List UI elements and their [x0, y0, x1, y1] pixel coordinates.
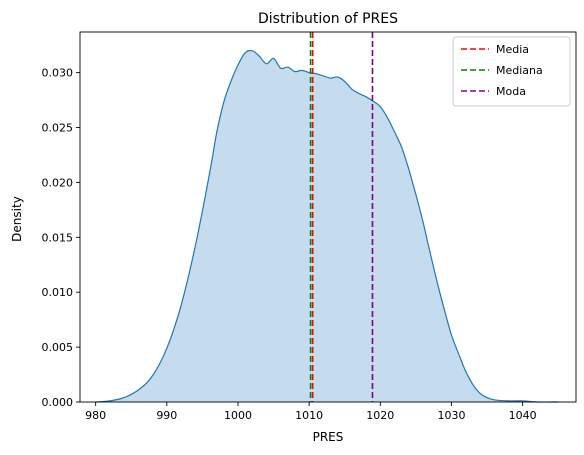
x-tick-label: 980: [85, 409, 106, 422]
legend-label-media: Media: [496, 43, 529, 56]
chart-title: Distribution of PRES: [258, 11, 398, 27]
plot-area: [95, 32, 559, 403]
y-tick-label: 0.025: [42, 122, 74, 135]
density-area-0: [95, 50, 559, 403]
x-tick-label: 1000: [224, 409, 252, 422]
x-tick-label: 1020: [366, 409, 394, 422]
density-line-0: [95, 49, 559, 403]
y-axis-label: Density: [10, 196, 24, 242]
y-tick-label: 0.010: [42, 286, 74, 299]
y-tick-label: 0.000: [42, 396, 74, 409]
y-tick-label: 0.030: [42, 67, 74, 80]
x-tick-label: 1010: [295, 409, 323, 422]
x-tick-label: 1040: [509, 409, 537, 422]
x-axis-label: PRES: [313, 430, 344, 444]
x-tick-label: 1030: [437, 409, 465, 422]
legend-box: [452, 36, 571, 107]
y-tick-label: 0.015: [42, 231, 74, 244]
axes: 980 990 1000 1010 1020 1030 1040 0.000 0.005 0.01…: [42, 31, 577, 422]
x-tick-label: 990: [156, 409, 177, 422]
legend-label-mediana: Mediana: [496, 64, 543, 77]
y-tick-label: 0.020: [42, 176, 74, 189]
legend: Media Mediana Moda: [452, 36, 571, 107]
legend-label-moda: Moda: [496, 85, 526, 98]
plot-frame: [79, 31, 577, 403]
y-tick-label: 0.005: [42, 341, 74, 354]
